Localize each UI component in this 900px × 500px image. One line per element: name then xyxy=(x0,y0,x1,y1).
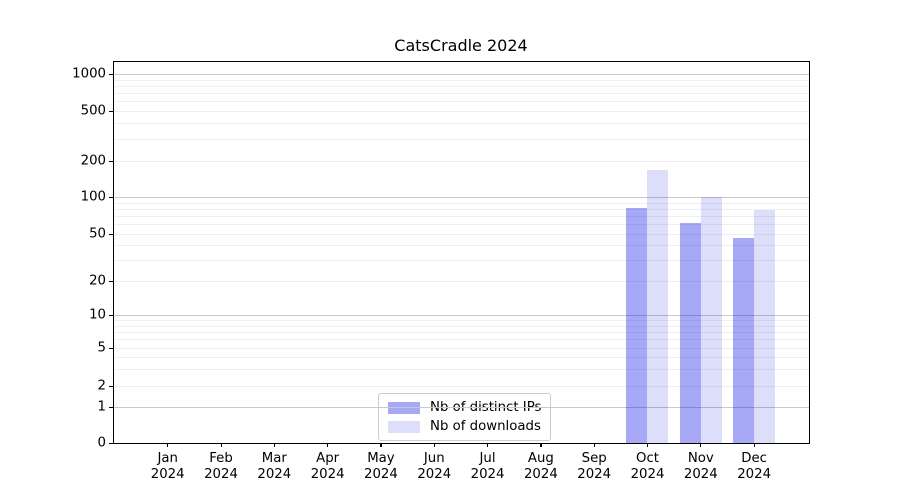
minor-gridline xyxy=(114,85,809,87)
minor-gridline xyxy=(114,208,809,210)
minor-gridline xyxy=(114,216,809,218)
x-tick-label: Sep 2024 xyxy=(577,451,612,482)
y-tick-mark xyxy=(109,73,113,75)
y-tick-label: 50 xyxy=(89,226,106,242)
legend-label: Nb of downloads xyxy=(430,418,541,434)
x-tick-mark xyxy=(273,443,275,447)
y-tick-label: 10 xyxy=(89,307,106,323)
minor-gridline xyxy=(114,101,809,103)
x-tick-mark xyxy=(220,443,222,447)
bar-distinct-ips-oct xyxy=(626,207,648,443)
y-tick-mark xyxy=(109,442,113,444)
legend-item-downloads: Nb of downloads xyxy=(388,419,541,434)
y-tick-mark xyxy=(109,347,113,349)
minor-gridline xyxy=(114,281,809,282)
y-tick-label: 20 xyxy=(89,273,106,289)
bar-downloads-nov xyxy=(700,197,722,443)
x-tick-label: Aug 2024 xyxy=(523,451,558,482)
y-tick-label: 500 xyxy=(80,103,106,119)
x-tick-label: May 2024 xyxy=(364,451,398,482)
x-tick-mark xyxy=(753,443,755,447)
y-tick-mark xyxy=(109,160,113,162)
x-tick-mark xyxy=(433,443,435,447)
minor-gridline xyxy=(114,348,809,349)
y-tick-label: 2 xyxy=(97,378,106,394)
bar-distinct-ips-nov xyxy=(679,222,701,443)
major-gridline xyxy=(114,74,809,75)
y-tick-label: 200 xyxy=(80,153,106,169)
y-tick-mark xyxy=(109,233,113,235)
minor-gridline xyxy=(114,339,809,341)
chart-title: CatsCradle 2024 xyxy=(394,36,528,55)
minor-gridline xyxy=(114,320,809,322)
x-tick-label: Mar 2024 xyxy=(257,451,292,482)
plot-area: Nb of distinct IPs Nb of downloads 0 1 2 5 1… xyxy=(72,61,810,482)
x-tick-label: Nov 2024 xyxy=(683,451,718,482)
minor-gridline xyxy=(114,234,809,235)
minor-gridline xyxy=(114,138,809,140)
x-tick-mark xyxy=(327,443,329,447)
minor-gridline xyxy=(114,260,809,262)
minor-gridline xyxy=(114,386,809,387)
x-tick-label: Apr 2024 xyxy=(310,451,345,482)
bar-distinct-ips-dec xyxy=(733,238,755,443)
minor-gridline xyxy=(114,202,809,204)
legend: Nb of distinct IPs Nb of downloads xyxy=(378,393,552,441)
y-tick-mark xyxy=(109,406,113,408)
minor-gridline xyxy=(114,357,809,359)
y-tick-label: 1 xyxy=(97,399,106,415)
y-tick-mark xyxy=(109,280,113,282)
bar-downloads-dec xyxy=(754,209,776,443)
minor-gridline xyxy=(114,123,809,125)
x-tick-label: Dec 2024 xyxy=(737,451,772,482)
minor-gridline xyxy=(114,224,809,226)
x-tick-mark xyxy=(380,443,382,447)
minor-gridline xyxy=(114,79,809,81)
y-tick-label: 1000 xyxy=(72,66,106,82)
x-tick-label: Jul 2024 xyxy=(470,451,505,482)
legend-swatch-downloads xyxy=(388,420,420,433)
x-tick-mark xyxy=(540,443,542,447)
y-tick-label: 5 xyxy=(97,340,106,356)
minor-gridline xyxy=(114,93,809,95)
x-tick-mark xyxy=(700,443,702,447)
minor-gridline xyxy=(114,245,809,247)
x-tick-label: Oct 2024 xyxy=(630,451,665,482)
y-tick-mark xyxy=(109,110,113,112)
x-tick-label: Jan 2024 xyxy=(150,451,185,482)
minor-gridline xyxy=(114,111,809,112)
major-gridline xyxy=(114,315,809,316)
y-tick-mark xyxy=(109,196,113,198)
x-tick-mark xyxy=(487,443,489,447)
major-gridline xyxy=(114,407,809,408)
x-tick-mark xyxy=(646,443,649,447)
minor-gridline xyxy=(114,331,809,333)
x-tick-mark xyxy=(167,443,169,447)
minor-gridline xyxy=(114,369,809,371)
y-tick-label: 100 xyxy=(80,189,106,205)
x-tick-label: Jun 2024 xyxy=(417,451,452,482)
bar-downloads-oct xyxy=(647,170,669,443)
major-gridline xyxy=(114,197,809,198)
y-tick-mark xyxy=(109,385,113,387)
x-tick-mark xyxy=(593,443,595,447)
y-tick-label: 0 xyxy=(97,435,106,451)
minor-gridline xyxy=(114,161,809,162)
y-tick-mark xyxy=(109,314,113,316)
x-tick-label: Feb 2024 xyxy=(204,451,238,482)
minor-gridline xyxy=(114,325,809,327)
